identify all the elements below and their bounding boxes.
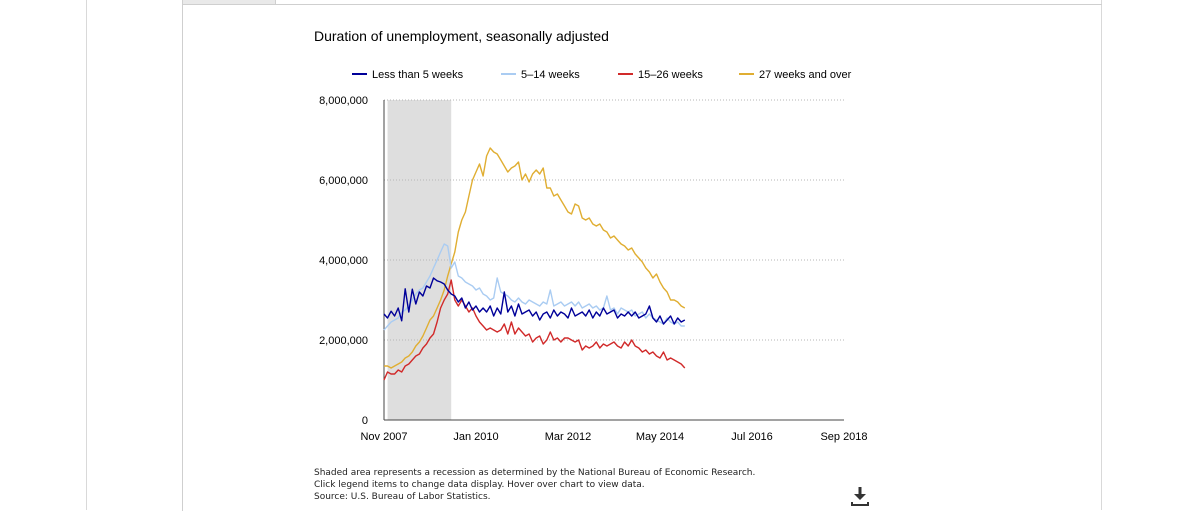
page-border-right <box>1101 0 1102 510</box>
legend-item-1[interactable]: Less than 5 weeks <box>352 69 464 81</box>
download-icon <box>851 487 869 506</box>
legend: Less than 5 weeks 5–14 weeks 15–26 weeks 27… <box>352 69 852 81</box>
x-tick-label: Jul 2016 <box>731 431 773 443</box>
y-tick-label: 4,000,000 <box>319 255 368 267</box>
y-tick-label: 2,000,000 <box>319 335 368 347</box>
x-tick-label: Nov 2007 <box>360 431 407 443</box>
y-tick-label: 8,000,000 <box>319 95 368 107</box>
legend-item-3[interactable]: 15–26 weeks <box>618 69 703 81</box>
y-tick-label: 6,000,000 <box>319 175 368 187</box>
recession-band <box>387 100 452 420</box>
x-tick-label: Mar 2012 <box>545 431 591 443</box>
legend-item-4[interactable]: 27 weeks and over <box>739 69 852 81</box>
legend-label: 5–14 weeks <box>521 69 580 81</box>
chart-title: Duration of unemployment, seasonally adj… <box>314 28 609 44</box>
footnote-instructions: Click legend items to change data displa… <box>314 480 645 490</box>
page-border-left <box>86 0 87 510</box>
chart-panel <box>182 4 1102 511</box>
series-line-4 <box>384 147 686 369</box>
series-line-2 <box>383 243 685 331</box>
x-tick-label: May 2014 <box>636 431 684 443</box>
legend-label: 27 weeks and over <box>759 69 852 81</box>
legend-label: 15–26 weeks <box>638 69 703 81</box>
download-button[interactable] <box>848 484 872 508</box>
x-tick-label: Jan 2010 <box>453 431 498 443</box>
footnote-source: Source: U.S. Bureau of Labor Statistics. <box>314 492 491 502</box>
series-line-1 <box>383 277 686 325</box>
y-tick-label: 0 <box>362 415 368 427</box>
x-tick-label: Sep 2018 <box>820 431 867 443</box>
legend-label: Less than 5 weeks <box>372 69 464 81</box>
axes: 0 2,000,000 4,000,000 6,000,000 8,000,000 Nov… <box>319 95 867 443</box>
recession-band-group <box>387 100 452 420</box>
footnote-recession: Shaded area represents a recession as de… <box>314 468 756 478</box>
legend-item-2[interactable]: 5–14 weeks <box>501 69 580 81</box>
gridlines <box>384 99 844 341</box>
series-line-3 <box>383 279 686 381</box>
series-lines <box>383 147 686 381</box>
